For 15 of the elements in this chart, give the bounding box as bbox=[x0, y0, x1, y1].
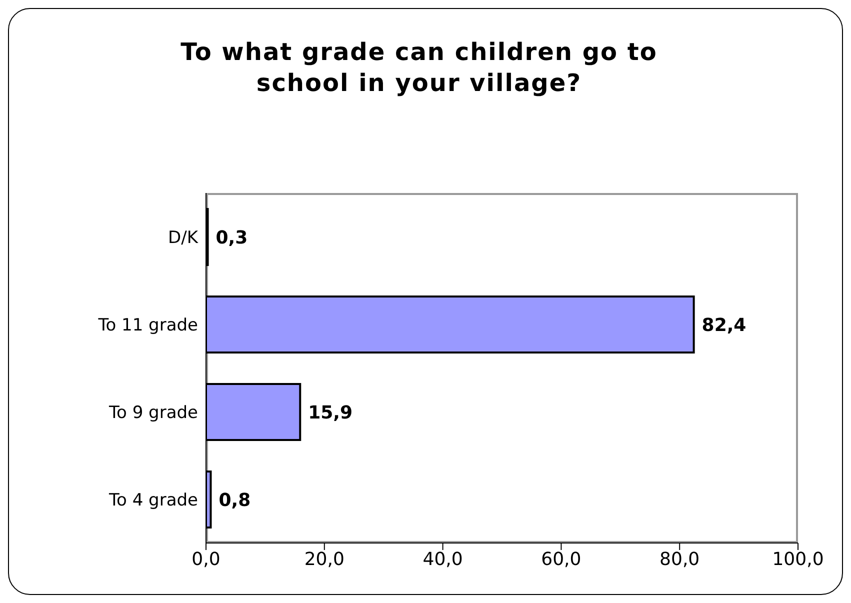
x-tick-label: 80,0 bbox=[660, 548, 700, 570]
y-tick-label: To 9 grade bbox=[108, 402, 198, 423]
chart-title: To what grade can children go to school in your village? bbox=[180, 37, 658, 99]
x-tick-label: 40,0 bbox=[422, 548, 463, 570]
x-tick-label: 60,0 bbox=[541, 548, 582, 570]
y-tick-label: To 11 grade bbox=[97, 315, 198, 336]
x-tick-label: 100,0 bbox=[772, 548, 824, 570]
y-tick-label: D/K bbox=[168, 228, 199, 248]
x-tick-label: 20,0 bbox=[304, 548, 344, 570]
data-label: 0,8 bbox=[218, 490, 251, 511]
data-label: 0,3 bbox=[216, 227, 248, 248]
y-tick-label: To 4 grade bbox=[108, 490, 198, 510]
data-label: 15,9 bbox=[308, 402, 353, 424]
x-tick-label: 0,0 bbox=[192, 548, 220, 570]
data-label: 82,4 bbox=[702, 314, 746, 336]
